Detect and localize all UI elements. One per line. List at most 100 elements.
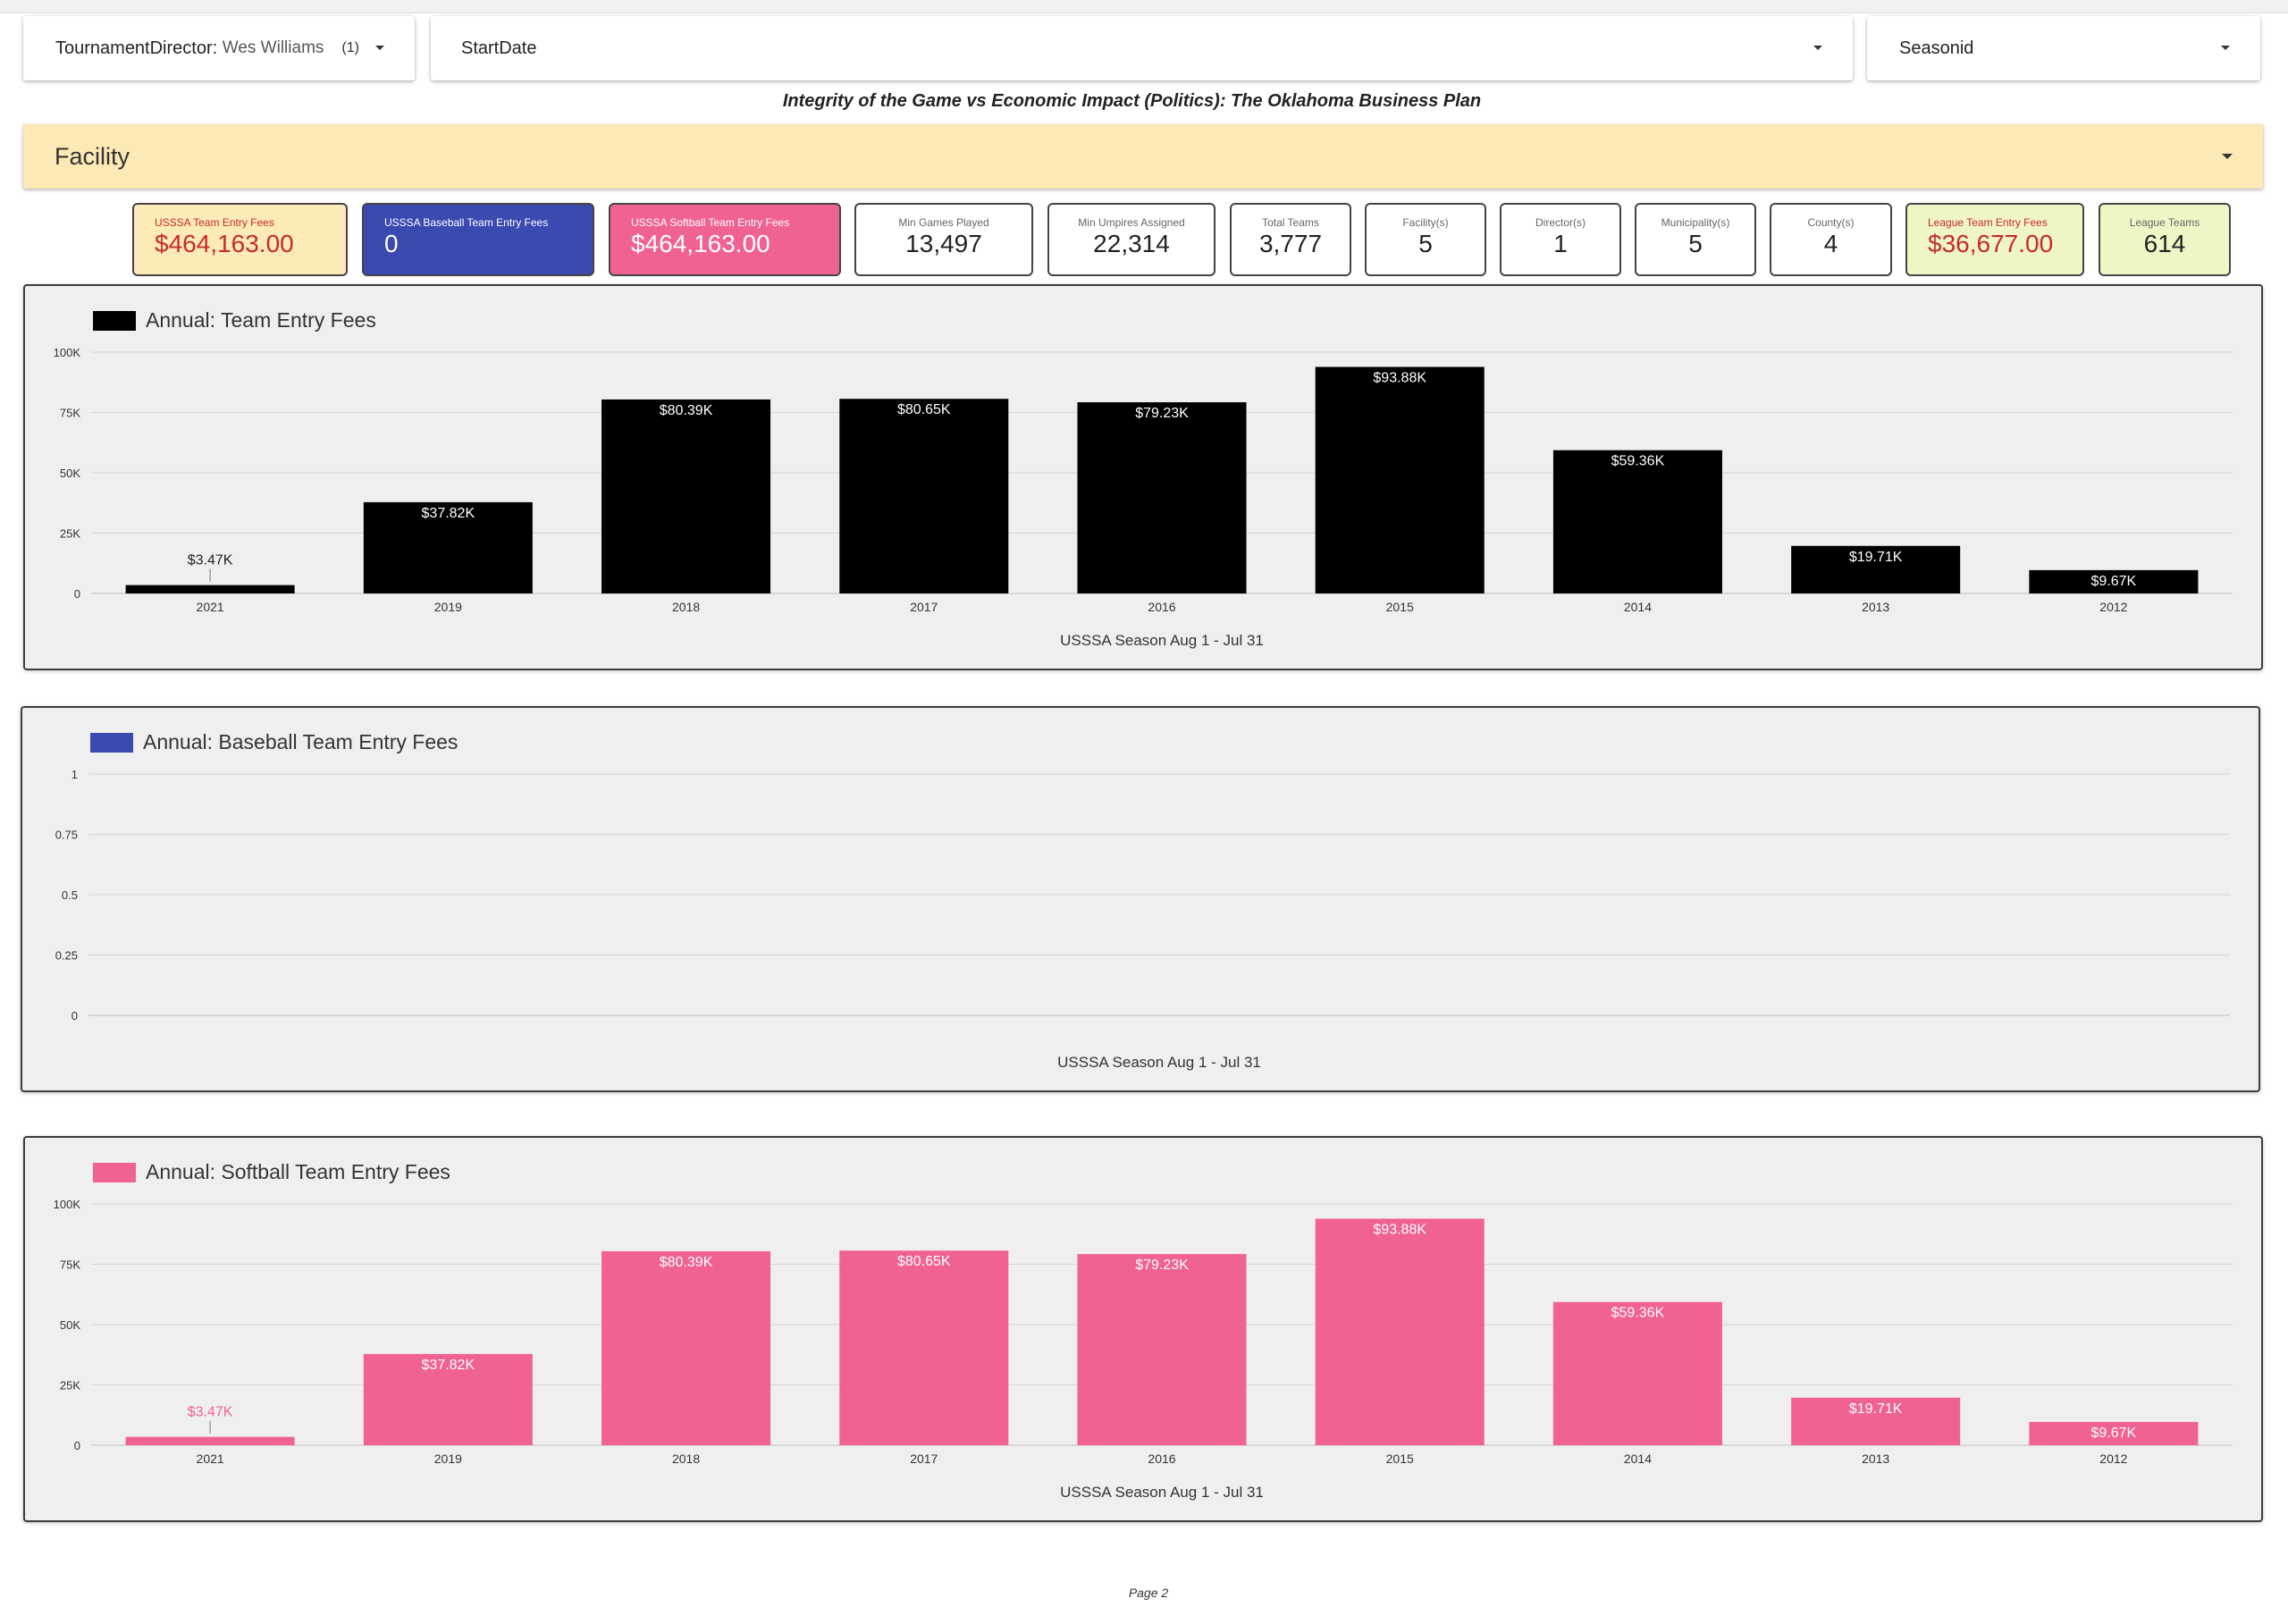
kpi-value: 22,314: [1093, 230, 1170, 257]
start-date-filter-label: StartDate: [461, 38, 537, 58]
x-tick-label: 2013: [1862, 600, 1889, 614]
bar: [363, 1353, 533, 1445]
kpi-counties: County(s) 4: [1770, 203, 1892, 276]
tournament-director-filter-label: TournamentDirector: [55, 38, 213, 58]
kpi-value: 3,777: [1258, 230, 1323, 257]
bar: [1315, 1218, 1485, 1445]
data-label: $3.47K: [188, 553, 233, 568]
x-axis-title: USSSA Season Aug 1 - Jul 31: [1060, 632, 1264, 649]
kpi-total-teams: Total Teams 3,777: [1230, 203, 1351, 276]
kpi-value: $464,163.00: [631, 230, 770, 257]
y-tick-label: 0.75: [55, 829, 78, 842]
data-label: $93.88K: [1373, 371, 1426, 386]
y-tick-label: 75K: [60, 1258, 80, 1272]
chevron-down-icon[interactable]: [1813, 46, 1822, 50]
x-tick-label: 2018: [672, 1452, 700, 1466]
x-tick-label: 2012: [2099, 1452, 2127, 1466]
season-id-filter[interactable]: Seasonid: [1867, 16, 2260, 80]
top-toolbar-strip: [0, 0, 2288, 13]
season-id-filter-label: Seasonid: [1899, 38, 1974, 58]
bar: [1077, 1254, 1247, 1445]
x-tick-label: 2012: [2099, 600, 2127, 614]
x-tick-label: 2017: [910, 1452, 938, 1466]
kpi-label: Total Teams: [1262, 216, 1319, 229]
x-tick-label: 2016: [1148, 1452, 1175, 1466]
kpi-value: $36,677.00: [1928, 230, 2054, 257]
kpi-facilities: Facility(s) 5: [1365, 203, 1486, 276]
kpi-label: League Teams: [2129, 216, 2200, 229]
bar: [125, 1436, 295, 1445]
data-label: $93.88K: [1373, 1223, 1426, 1238]
y-tick-label: 75K: [60, 407, 80, 420]
data-label: $3.47K: [188, 1405, 233, 1420]
baseball-team-entry-fees-bar-chart: Annual: Baseball Team Entry Fees 0 0.25 0.5…: [55, 730, 2230, 1071]
start-date-filter[interactable]: StartDate: [431, 16, 1853, 80]
page-number: Page 2: [1128, 1586, 1169, 1600]
tournament-director-filter-count: (1): [341, 40, 359, 55]
facility-filter[interactable]: Facility: [23, 124, 2263, 189]
data-label: $9.67K: [2091, 574, 2137, 589]
data-label: $59.36K: [1611, 1306, 1665, 1321]
bar: [363, 501, 533, 593]
kpi-directors: Director(s) 1: [1500, 203, 1621, 276]
data-label: $19.71K: [1849, 550, 1903, 565]
data-label: $37.82K: [422, 506, 475, 521]
team-entry-fees-bar-chart: Annual: Team Entry Fees 0 25K 50K 75K 100K 202…: [54, 308, 2233, 649]
y-tick-label: 0: [72, 1009, 78, 1022]
x-tick-label: 2013: [1862, 1452, 1889, 1466]
kpi-label: County(s): [1807, 216, 1855, 229]
kpi-value: 4: [1823, 230, 1838, 257]
chevron-down-icon[interactable]: [2221, 46, 2230, 50]
legend-label: Annual: Team Entry Fees: [146, 308, 376, 332]
chevron-down-icon[interactable]: [375, 46, 384, 50]
x-tick-label: 2015: [1386, 600, 1414, 614]
chevron-down-icon[interactable]: [2222, 154, 2233, 159]
kpi-value: 614: [2143, 230, 2186, 257]
x-tick-label: 2014: [1624, 600, 1652, 614]
y-tick-label: 50K: [60, 1318, 80, 1332]
kpi-label: USSSA Team Entry Fees: [155, 216, 274, 229]
bar: [1791, 545, 1961, 593]
legend-swatch: [90, 733, 133, 753]
y-tick-label: 100K: [54, 346, 81, 359]
x-tick-label: 2018: [672, 600, 700, 614]
x-tick-label: 2017: [910, 600, 938, 614]
kpi-label: USSSA Baseball Team Entry Fees: [384, 216, 549, 229]
x-tick-label: 2016: [1148, 600, 1175, 614]
kpi-label: Director(s): [1535, 216, 1586, 229]
bar: [601, 1250, 771, 1445]
tournament-director-filter[interactable]: TournamentDirector: Wes Williams (1): [23, 16, 415, 80]
bar: [1552, 450, 1722, 593]
kpi-value: 1: [1553, 230, 1568, 257]
facility-filter-label: Facility: [55, 142, 130, 170]
report-title: Integrity of the Game vs Economic Impact…: [782, 91, 1482, 111]
legend-swatch: [93, 1163, 136, 1182]
chart-team-entry-fees: Annual: Team Entry Fees 0 25K 50K 75K 100K 202…: [23, 284, 2263, 670]
bar: [839, 1250, 1009, 1445]
kpi-value: 5: [1688, 230, 1703, 257]
data-label: $9.67K: [2091, 1426, 2137, 1441]
x-tick-label: 2019: [434, 600, 462, 614]
bar: [1552, 1301, 1722, 1445]
kpi-baseball-team-entry-fees: USSSA Baseball Team Entry Fees 0: [362, 203, 594, 276]
kpi-min-games-played: Min Games Played 13,497: [854, 203, 1033, 276]
data-label: $80.65K: [897, 1254, 951, 1269]
kpi-label: League Team Entry Fees: [1928, 216, 2048, 229]
data-label: $37.82K: [422, 1358, 475, 1373]
kpi-usssa-team-entry-fees: USSSA Team Entry Fees $464,163.00: [132, 203, 348, 276]
kpi-value: 5: [1418, 230, 1433, 257]
kpi-value: $464,163.00: [155, 230, 294, 257]
y-tick-label: 25K: [60, 527, 80, 541]
y-tick-label: 100K: [54, 1198, 81, 1211]
data-label: $80.65K: [897, 402, 951, 417]
y-tick-label: 1: [72, 768, 78, 781]
y-tick-label: 0: [74, 587, 80, 601]
legend-label: Annual: Softball Team Entry Fees: [146, 1160, 450, 1183]
legend-label: Annual: Baseball Team Entry Fees: [143, 730, 458, 753]
x-axis-title: USSSA Season Aug 1 - Jul 31: [1060, 1484, 1264, 1501]
kpi-label: Facility(s): [1402, 216, 1449, 229]
y-tick-label: 0.5: [62, 888, 78, 902]
bar: [1791, 1397, 1961, 1445]
bar: [1077, 402, 1247, 593]
kpi-label: Min Umpires Assigned: [1078, 216, 1185, 229]
